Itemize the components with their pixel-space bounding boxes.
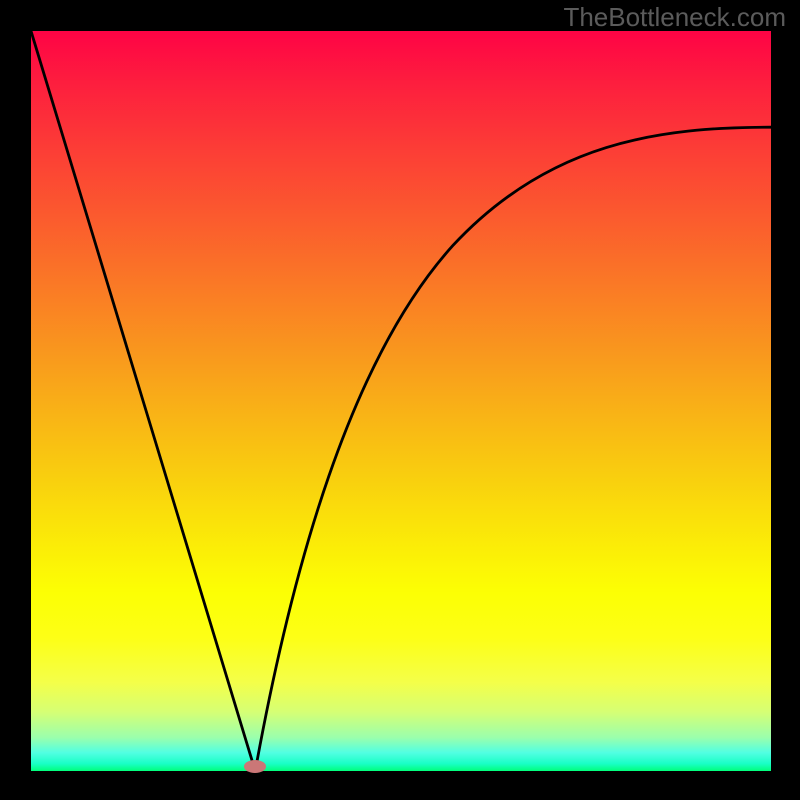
plot-area [31,31,771,771]
chart-container: TheBottleneck.com [0,0,800,800]
minimum-marker [244,760,266,773]
watermark-text: TheBottleneck.com [563,2,786,33]
curve-path [31,31,771,771]
bottleneck-curve [31,31,771,771]
